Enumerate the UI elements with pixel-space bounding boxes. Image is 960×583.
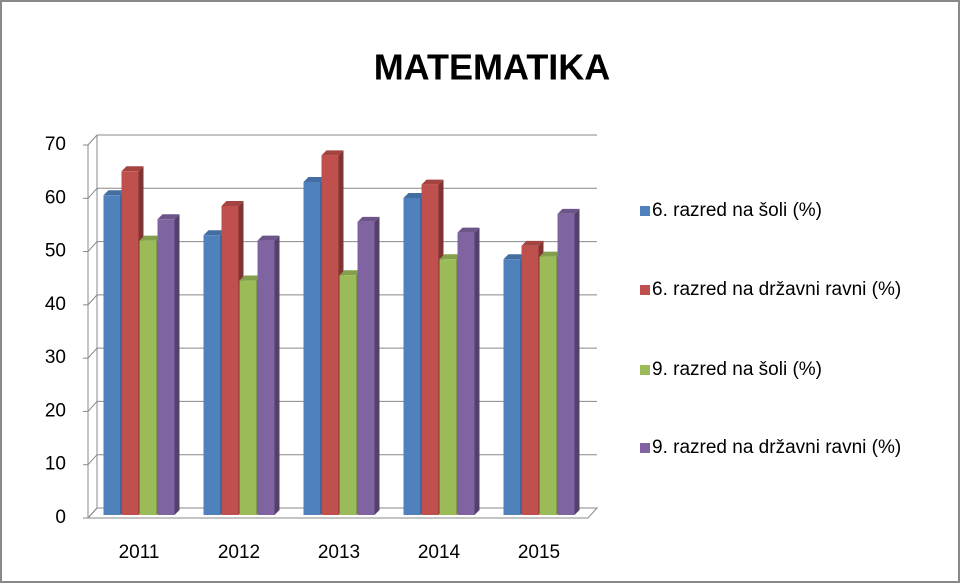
x-tick-label: 2015 (518, 542, 560, 563)
legend-swatch (640, 206, 650, 216)
y-tick-label: 20 (45, 400, 66, 421)
y-tick-label: 50 (45, 241, 66, 262)
x-tick-label: 2012 (218, 542, 260, 563)
bar (357, 216, 380, 515)
grid-side (87, 454, 98, 466)
x-tick-label: 2011 (119, 542, 160, 563)
y-tick-label: 70 (45, 134, 66, 155)
grid-side (87, 507, 98, 519)
y-tick-label: 40 (45, 294, 66, 315)
y-tick-label: 10 (45, 454, 66, 475)
legend-label: 6. razred na šoli (%) (652, 200, 823, 221)
grid-side (87, 241, 98, 252)
grid-side (87, 347, 98, 359)
legend-swatch (640, 443, 650, 453)
x-tick-label: 2013 (318, 542, 360, 563)
bar (557, 208, 580, 515)
y-tick-label: 60 (45, 187, 66, 208)
legend-label: 9. razred na šoli (%) (652, 359, 823, 380)
bar (257, 235, 280, 516)
grid-side (87, 134, 98, 146)
grid-side (87, 401, 98, 412)
grid-side (87, 294, 98, 306)
chart-title: MATEMATIKA (374, 47, 611, 88)
legend-swatch (640, 285, 650, 295)
legend-label: 9. razred na državni ravni (%) (652, 437, 902, 458)
x-tick-label: 2014 (418, 542, 461, 563)
grid-side (87, 187, 98, 199)
y-tick-label: 30 (45, 347, 66, 368)
y-tick-label: 0 (55, 507, 66, 528)
bar (157, 214, 180, 515)
legend-label: 6. razred na državni ravni (%) (652, 279, 902, 300)
legend-swatch (640, 365, 650, 375)
bar (457, 227, 480, 516)
